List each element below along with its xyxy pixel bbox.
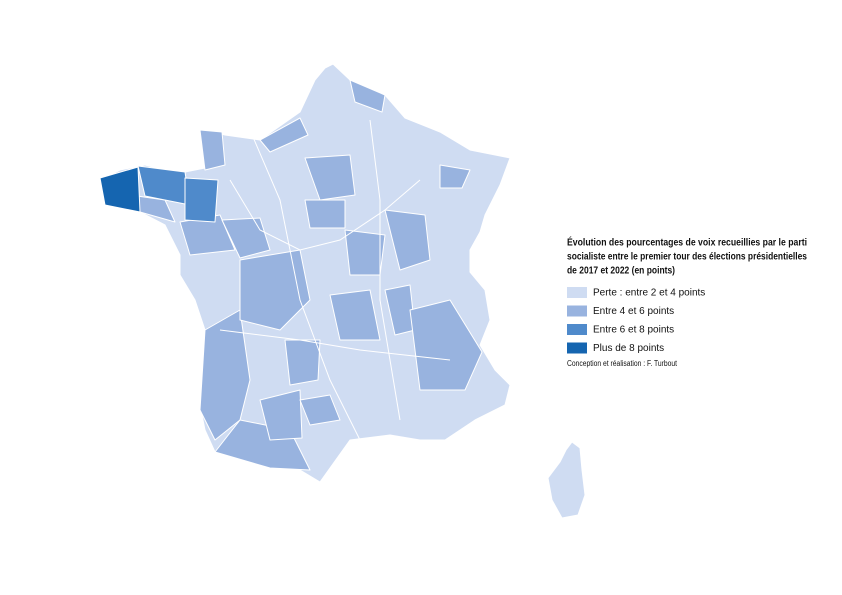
- border: [219, 329, 451, 361]
- legend-swatch: [567, 305, 587, 317]
- legend-swatch: [567, 287, 587, 298]
- department: [259, 117, 309, 153]
- border: [369, 119, 401, 421]
- department: [329, 289, 381, 341]
- department: [349, 79, 386, 113]
- department: [409, 299, 483, 391]
- department: [184, 177, 219, 223]
- legend-swatch: [567, 342, 587, 354]
- corse: [547, 441, 586, 519]
- legend-title: de 2017 et 2022 (en points): [567, 266, 675, 277]
- legend-swatch: [567, 324, 587, 335]
- department: [99, 166, 141, 213]
- border: [229, 179, 421, 251]
- legend-label: Entre 6 et 8 points: [593, 325, 674, 336]
- legend-label: Plus de 8 points: [593, 343, 664, 354]
- department: [344, 229, 386, 276]
- legend: Évolution des pourcentages de voix recue…: [567, 236, 807, 368]
- credit: Conception et réalisation : F. Turbout: [567, 359, 678, 368]
- department: [304, 199, 346, 229]
- legend-title: Évolution des pourcentages de voix recue…: [567, 236, 807, 249]
- department: [221, 217, 271, 259]
- legend-label: Perte : entre 2 et 4 points: [593, 288, 705, 299]
- legend-label: Entre 4 et 6 points: [593, 306, 674, 317]
- department: [304, 154, 356, 201]
- legend-title: socialiste entre le premier tour des éle…: [567, 252, 807, 263]
- map: [99, 63, 586, 519]
- department: [259, 389, 303, 441]
- department: [439, 164, 471, 189]
- department: [199, 129, 226, 171]
- department: [284, 339, 321, 386]
- department: [299, 394, 341, 426]
- border: [249, 129, 361, 441]
- department: [384, 209, 431, 271]
